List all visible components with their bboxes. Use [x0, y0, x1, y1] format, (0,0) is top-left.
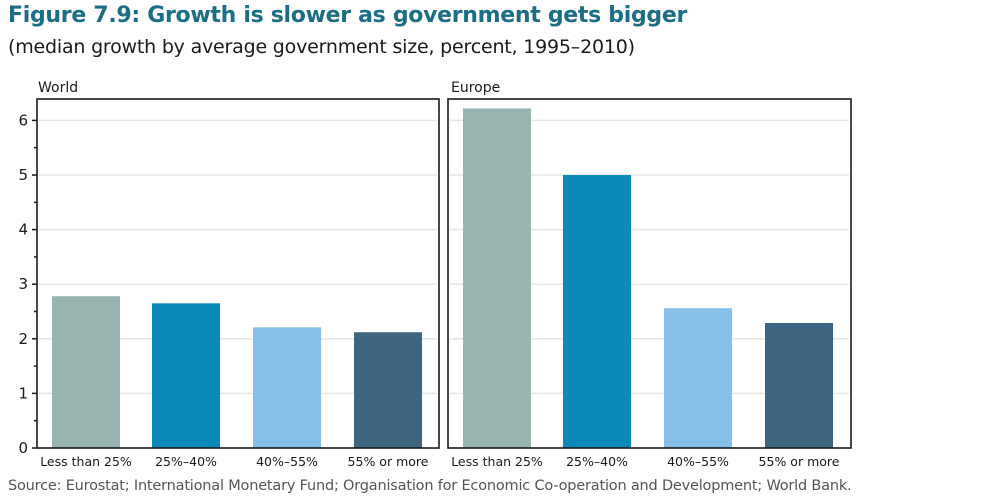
- bar-europe-3: [664, 308, 732, 448]
- y-tick-label-3: 3: [18, 275, 28, 293]
- y-tick-label-1: 1: [18, 384, 28, 402]
- source-note: Source: Eurostat; International Monetary…: [8, 478, 852, 494]
- bar-world-3: [253, 327, 321, 448]
- panel-frame-world: [36, 98, 440, 449]
- y-tick-label-2: 2: [18, 330, 28, 348]
- x-tick-label-europe-1: Less than 25%: [451, 454, 543, 469]
- y-tick-label-6: 6: [18, 111, 28, 129]
- bar-world-1: [52, 296, 120, 448]
- x-tick-label-world-3: 40%–55%: [256, 454, 318, 469]
- x-tick-label-world-1: Less than 25%: [40, 454, 132, 469]
- x-tick-label-europe-3: 40%–55%: [667, 454, 729, 469]
- x-tick-label-world-4: 55% or more: [348, 454, 429, 469]
- bar-world-4: [354, 332, 422, 448]
- figure-subtitle: (median growth by average government siz…: [8, 36, 635, 58]
- y-tick-label-4: 4: [18, 221, 28, 239]
- x-tick-label-world-2: 25%–40%: [155, 454, 217, 469]
- y-tick-label-5: 5: [18, 166, 28, 184]
- y-tick-label-0: 0: [18, 439, 28, 457]
- panel-title-europe: Europe: [451, 80, 500, 96]
- figure-title: Figure 7.9: Growth is slower as governme…: [8, 3, 688, 28]
- bar-europe-4: [765, 322, 833, 448]
- panel-frame-europe: [447, 98, 852, 449]
- bar-world-2: [152, 303, 220, 448]
- x-tick-label-europe-2: 25%–40%: [566, 454, 628, 469]
- panel-title-world: World: [38, 80, 78, 96]
- bar-europe-1: [463, 108, 531, 448]
- x-tick-label-europe-4: 55% or more: [759, 454, 840, 469]
- bar-europe-2: [563, 175, 631, 448]
